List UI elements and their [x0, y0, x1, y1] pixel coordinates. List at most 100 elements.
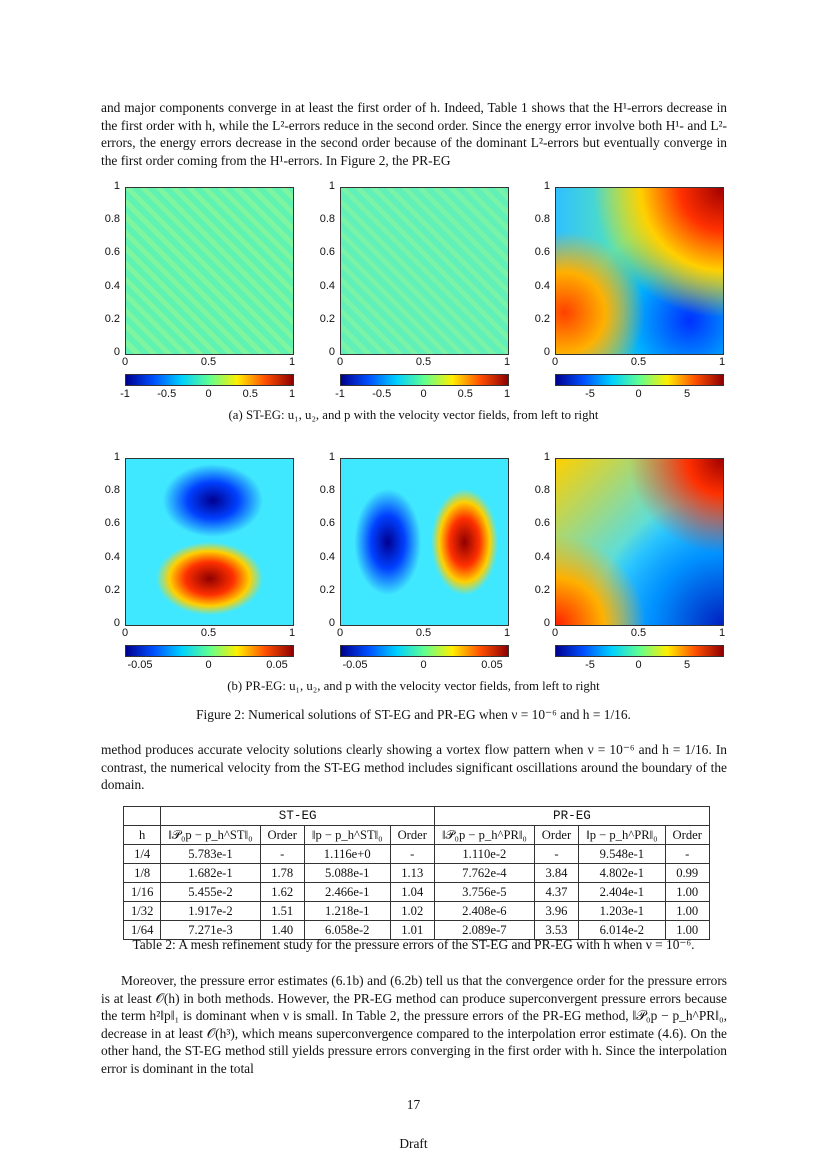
table-cell: 1.51 — [259, 901, 305, 921]
y-tick-label: 0.6 — [534, 246, 550, 259]
table-header-cell: ‖p − p_h^PR‖₀ — [578, 825, 666, 845]
table-cell: 1.04 — [389, 882, 435, 902]
table-cell: 1.110e-2 — [433, 844, 535, 864]
table-header-cell: ‖𝒫₀p − p_h^ST‖₀ — [160, 825, 261, 845]
x-tick-label: 1 — [718, 627, 726, 639]
y-tick-label: 1 — [543, 180, 550, 192]
y-tick-label: 0.2 — [534, 312, 550, 325]
table-cell: 2.404e-1 — [578, 882, 666, 902]
table-header-cell: Order — [533, 825, 580, 845]
table-cell: 2.089e-7 — [433, 920, 535, 940]
heatmap — [125, 458, 294, 626]
y-tick-label: 0.6 — [319, 517, 335, 530]
table-cell: 1.13 — [389, 863, 435, 883]
colorbar-tick-label: 0 — [205, 659, 212, 671]
x-tick-label: 1 — [288, 356, 296, 368]
table-cell: 5.783e-1 — [160, 844, 261, 864]
heatmap — [340, 187, 509, 355]
subfigure-caption: (b) PR-EG: u₁, u₂, and p with the veloci… — [227, 679, 600, 693]
y-tick-label: 0.4 — [534, 279, 550, 292]
colorbar — [340, 374, 509, 386]
colorbar-tick-label: -0.05 — [342, 659, 368, 671]
colorbar-tick-label: 0 — [420, 659, 427, 671]
y-tick-label: 0.6 — [319, 246, 335, 259]
heatmap — [555, 187, 724, 355]
colorbar-tick-label: -0.05 — [127, 659, 153, 671]
colorbar — [555, 645, 724, 657]
table-row: 1/4 5.783e-1-1.116e+0-1.110e-2-9.548e-1- — [122, 844, 710, 864]
table-cell: 1.40 — [259, 920, 305, 940]
table-cell: - — [664, 844, 710, 864]
table-cell: 5.455e-2 — [160, 882, 261, 902]
table-header-cell: ‖𝒫₀p − p_h^PR‖₀ — [433, 825, 535, 845]
table-row: 1/16 5.455e-2 1.62 2.466e-1 1.04 3.756e-5 4.37… — [122, 882, 710, 902]
x-tick-label: 0 — [336, 356, 344, 368]
colorbar-tick-label: 0.5 — [242, 388, 258, 400]
y-tick-label: 0.4 — [104, 279, 120, 292]
table-cell: 1.01 — [389, 920, 435, 940]
y-tick-label: 0.2 — [104, 312, 120, 325]
paragraph: method produces accurate velocity soluti… — [101, 742, 727, 793]
table-cell: 1/4 — [122, 844, 162, 864]
x-tick-label: 0 — [121, 627, 129, 639]
colorbar-tick-label: 0 — [420, 388, 427, 400]
colorbar-tick-label: 5 — [683, 388, 691, 400]
table-cell: - — [533, 844, 580, 864]
y-tick-label: 0 — [543, 346, 550, 358]
colorbar-tick-label: -1 — [120, 388, 130, 400]
y-tick-label: 1 — [328, 180, 335, 192]
table-cell: 0.99 — [664, 863, 710, 883]
table: ST-EG PR-EG h ‖𝒫₀p − p_h^ST‖₀ Order ‖p − p_h^… — [122, 806, 710, 940]
colorbar-tick-label: 0.05 — [481, 659, 503, 671]
table-row: 1/64 7.271e-3 1.40 6.058e-2 1.01 2.089e-7 3.53… — [122, 920, 710, 940]
y-tick-label: 0 — [543, 617, 550, 629]
table-cell: 2.466e-1 — [303, 882, 391, 902]
table-header-cell: Order — [389, 825, 435, 845]
x-tick-label: 0 — [121, 356, 129, 368]
figure-caption: Figure 2: Numerical solutions of ST-EG a… — [196, 707, 631, 722]
x-tick-label: 0.5 — [200, 627, 217, 639]
x-tick-label: 0 — [336, 627, 344, 639]
heatmap — [555, 458, 724, 626]
table-header-cell: h — [122, 825, 162, 845]
y-tick-label: 0.8 — [104, 213, 120, 226]
table-cell: 3.84 — [533, 863, 580, 883]
y-tick-label: 0 — [328, 346, 335, 358]
table-cell: 1/8 — [122, 863, 162, 883]
y-tick-label: 0.2 — [104, 583, 120, 596]
table-cell: 1/64 — [122, 920, 162, 940]
colorbar-tick-label: -0.5 — [372, 388, 392, 400]
table-cell: 4.37 — [533, 882, 580, 902]
table-cell: 2.408e-6 — [433, 901, 535, 921]
colorbar — [125, 645, 294, 657]
table-row: ST-EG PR-EG — [122, 806, 710, 826]
y-tick-label: 0.2 — [319, 312, 335, 325]
table-cell: 6.014e-2 — [578, 920, 666, 940]
colorbar-tick-label: -5 — [585, 388, 595, 400]
table-cell — [122, 806, 162, 826]
table-cell: 1.78 — [259, 863, 305, 883]
y-tick-label: 0.8 — [534, 484, 550, 497]
table-cell: 7.762e-4 — [433, 863, 535, 883]
colorbar-tick-label: 0.05 — [266, 659, 288, 671]
table-cell: 3.756e-5 — [433, 882, 535, 902]
y-tick-label: 0 — [328, 617, 335, 629]
y-tick-label: 1 — [328, 451, 335, 463]
table-row: h ‖𝒫₀p − p_h^ST‖₀ Order ‖p − p_h^ST‖₀ Order ‖… — [122, 825, 710, 845]
table-cell: 3.53 — [533, 920, 580, 940]
table-cell: 1.218e-1 — [303, 901, 391, 921]
y-tick-label: 1 — [543, 451, 550, 463]
x-tick-label: 1 — [718, 356, 726, 368]
table-header-cell: ‖p − p_h^ST‖₀ — [303, 825, 391, 845]
y-tick-label: 0.6 — [104, 246, 120, 259]
y-tick-label: 0.8 — [534, 213, 550, 226]
table-group-header: ST-EG — [160, 806, 435, 826]
table-cell: 1/16 — [122, 882, 162, 902]
paragraph: Moreover, the pressure error estimates (… — [101, 973, 727, 1076]
table-cell: 1.682e-1 — [160, 863, 261, 883]
x-tick-label: 0.5 — [415, 356, 432, 368]
colorbar-tick-label: 0.5 — [457, 388, 473, 400]
y-tick-label: 0.4 — [104, 550, 120, 563]
x-tick-label: 0.5 — [415, 627, 432, 639]
y-tick-label: 0.2 — [319, 583, 335, 596]
